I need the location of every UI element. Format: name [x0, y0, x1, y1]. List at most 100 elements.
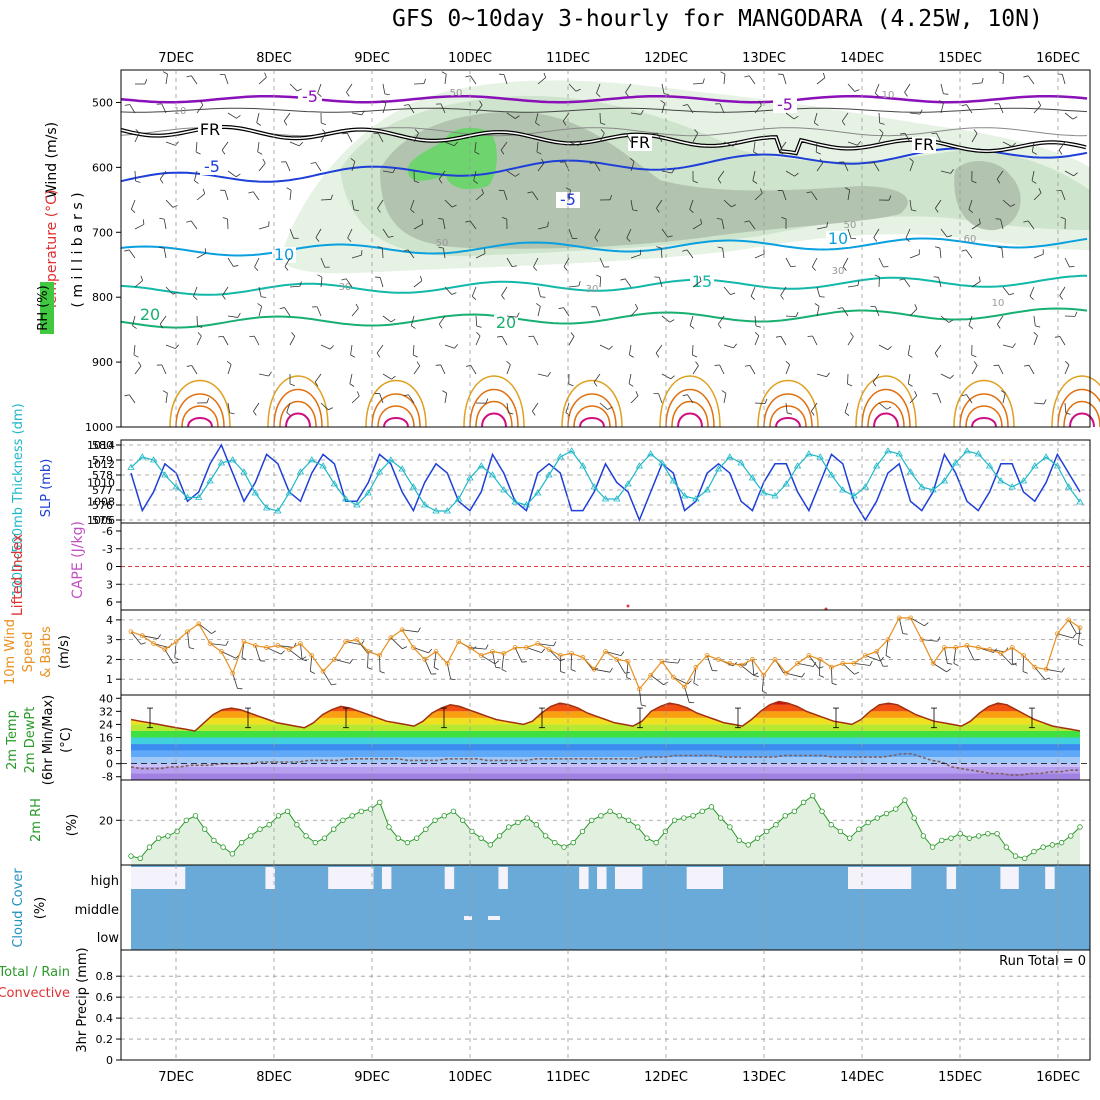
- upper-wind-barb: [847, 141, 858, 146]
- upper-wind-barb-flag: [652, 132, 658, 135]
- upper-wind-barb-flag: [356, 391, 360, 397]
- surface-wind-barb: [469, 647, 486, 650]
- upper-wind-barb: [599, 402, 608, 410]
- surface-wind-barb-flag: [560, 671, 566, 674]
- upper-wind-barb-flag: [973, 361, 978, 366]
- boundary-layer-isotherm: [671, 400, 709, 428]
- boundary-layer-isotherm: [567, 393, 617, 428]
- boundary-layer-isotherm: [187, 417, 213, 428]
- upper-wind-barb-flag: [414, 180, 420, 184]
- upper-wind-barb: [785, 315, 797, 318]
- upper-wind-barb-flag: [907, 354, 913, 358]
- upper-wind-barb: [253, 335, 260, 346]
- upper-wind-barb: [563, 257, 570, 267]
- wind10m-axis-label: (m/s): [57, 635, 72, 669]
- boundary-layer-isotherm: [1063, 400, 1100, 428]
- thickness-marker: [375, 468, 384, 475]
- upper-wind-barb: [655, 344, 663, 354]
- upper-wind-barb-flag: [1069, 266, 1075, 268]
- rh-contour-label: 50: [450, 88, 463, 99]
- high-cloud-bar: [856, 867, 867, 889]
- rh-marker: [699, 808, 705, 815]
- thickness-marker: [692, 495, 700, 502]
- upper-wind-barb-flag: [350, 354, 356, 358]
- upper-wind-barb: [656, 199, 663, 209]
- upper-wind-barb-flag: [453, 141, 458, 147]
- surface-wind-barb-flag: [379, 671, 385, 674]
- upper-wind-barb-flag: [317, 93, 322, 97]
- rh-contour-label: 60: [964, 234, 977, 245]
- thickness-marker: [421, 501, 429, 508]
- surface-wind-barb-flag: [801, 672, 805, 678]
- rh-area: [131, 795, 1080, 865]
- upper-wind-barb: [689, 315, 694, 326]
- upper-wind-barb-flag: [1073, 172, 1078, 177]
- upper-wind-barb-flag: [291, 332, 296, 337]
- upper-wind-barb-flag: [547, 372, 551, 377]
- upper-wind-barb: [723, 393, 727, 404]
- upper-wind-barb-flag: [253, 411, 257, 416]
- upper-wind-barb-flag: [911, 209, 917, 212]
- upper-wind-barb: [1064, 170, 1074, 177]
- upper-wind-barb: [754, 192, 763, 201]
- upper-wind-barb: [165, 286, 174, 295]
- upper-wind-barb-flag: [744, 364, 750, 367]
- upper-wind-barb-flag: [261, 296, 267, 298]
- upper-wind-barb: [444, 74, 447, 85]
- upper-wind-barb: [878, 132, 884, 143]
- upper-wind-barb-flag: [946, 235, 952, 238]
- middle-cloud-bar: [488, 916, 500, 920]
- upper-wind-barb: [909, 161, 914, 172]
- cross-section-frame: [120, 69, 1091, 428]
- upper-wind-barb-flag: [904, 92, 908, 97]
- upper-wind-barb: [227, 402, 231, 413]
- upper-wind-barb-flag: [558, 307, 564, 310]
- upper-wind-barb: [289, 141, 300, 147]
- thickness-marker: [138, 453, 147, 460]
- upper-wind-barb: [909, 112, 920, 115]
- upper-wind-barb-flag: [1009, 293, 1015, 296]
- upper-wind-barb: [471, 286, 477, 297]
- upper-wind-barb: [812, 335, 818, 346]
- thickness-marker: [680, 492, 689, 499]
- surface-wind-barb-flag: [189, 647, 195, 650]
- upper-wind-barb: [382, 228, 389, 238]
- wind-speed-marker: [422, 657, 428, 662]
- high-cloud-bar: [865, 867, 876, 889]
- upper-wind-barb-flag: [842, 266, 847, 271]
- upper-wind-barb-flag: [868, 162, 874, 164]
- upper-wind-barb-flag: [226, 361, 232, 365]
- upper-wind-barb-flag: [204, 248, 207, 254]
- upper-wind-barb-flag: [981, 77, 984, 83]
- boundary-layer-isotherm: [279, 400, 317, 428]
- upper-wind-barb-flag: [341, 278, 347, 281]
- upper-wind-barb: [410, 199, 415, 210]
- slp-line: [130, 443, 1081, 523]
- upper-wind-barb: [596, 83, 601, 94]
- wind-speed-marker: [309, 653, 315, 658]
- upper-wind-barb-flag: [949, 374, 954, 379]
- wind-speed-marker: [636, 686, 642, 692]
- surface-wind-barb: [210, 643, 227, 646]
- upper-wind-barb-flag: [1024, 364, 1030, 367]
- upper-wind-barb: [469, 75, 477, 85]
- upper-wind-barb-flag: [670, 375, 675, 380]
- thickness-marker: [353, 501, 361, 508]
- upper-wind-barb-flag: [1060, 216, 1066, 220]
- upper-wind-barb-flag: [438, 217, 444, 220]
- top-day-label: 15DEC: [938, 51, 982, 66]
- upper-wind-barb-flag: [329, 345, 334, 350]
- thickness-marker: [488, 471, 497, 478]
- rh-marker: [975, 833, 982, 839]
- upper-wind-barb-flag: [873, 237, 878, 242]
- surface-wind-barb: [221, 651, 237, 659]
- surface-wind-barb-flag: [494, 660, 500, 665]
- upper-wind-barb: [723, 344, 734, 349]
- upper-wind-barb-flag: [996, 178, 1001, 184]
- upper-wind-barb: [754, 335, 760, 346]
- temperature-tick-label: 8: [106, 745, 113, 758]
- upper-wind-barb: [1033, 335, 1038, 346]
- surface-wind-barb-flag: [753, 672, 759, 676]
- upper-wind-barb-flag: [570, 332, 575, 337]
- upper-wind-barb: [1000, 219, 1004, 230]
